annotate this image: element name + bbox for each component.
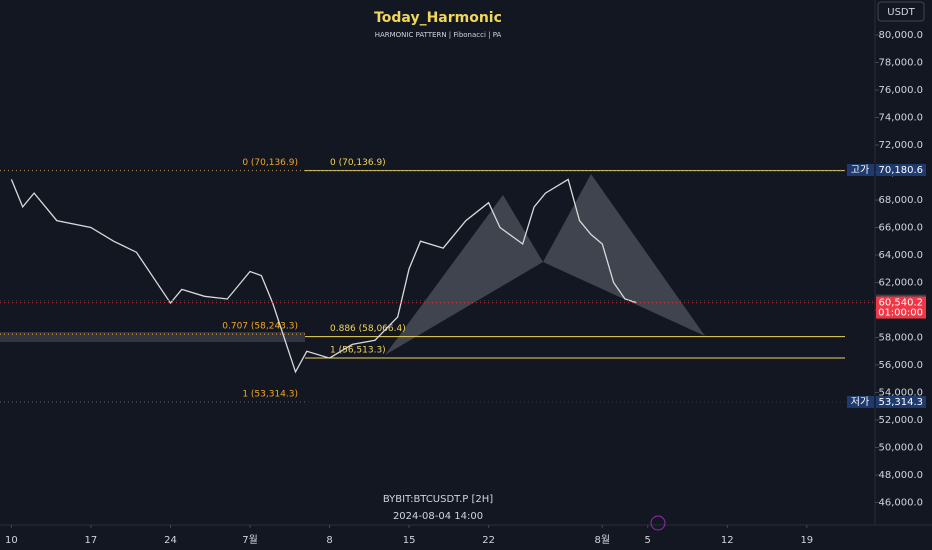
timestamp: 2024-08-04 14:00 [393,511,483,522]
pattern-bcd [543,174,705,336]
x-tick-label: 10 [5,535,18,546]
alert-icon[interactable] [650,515,666,531]
x-tick-label: 15 [403,535,416,546]
chart-subtitle: HARMONIC PATTERN | Fibonacci | PA [375,31,502,39]
y-tick-label: 64,000.0 [878,250,923,261]
x-tick-label: 19 [800,535,813,546]
price-tag: 저가 [851,396,869,408]
x-tick-label: 17 [85,535,98,546]
y-tick-label: 74,000.0 [878,112,923,123]
level-label: 0.707 (58,243.3) [222,322,298,332]
price-label: 53,314.3 [878,397,923,408]
x-tick-label: 12 [721,535,734,546]
y-tick-label: 50,000.0 [878,443,923,454]
level-label: 0.886 (58,066.4) [330,324,406,334]
price-label: 60,540.2 [878,298,923,309]
y-tick-label: 76,000.0 [878,85,923,96]
price-tag-box [847,395,874,408]
x-tick-label: 22 [482,535,495,546]
y-tick-label: 66,000.0 [878,222,923,233]
y-tick-label: 62,000.0 [878,277,923,288]
level-label: 1 (56,513.3) [330,345,386,355]
price-label-box [876,296,926,319]
currency[interactable]: USDT [887,7,915,18]
pattern-xab [385,195,543,355]
zone [0,332,305,342]
currency-button[interactable] [877,1,925,22]
y-tick-label: 68,000.0 [878,195,923,206]
price-label-box [876,395,926,408]
y-tick-label: 48,000.0 [878,470,923,481]
y-tick-label: 80,000.0 [878,30,923,41]
price-label: 70,180.6 [878,165,923,176]
y-tick-label: 52,000.0 [878,415,923,426]
symbol: BYBIT:BTCUSDT.P [2H] [383,494,493,505]
y-tick-label: 56,000.0 [878,360,923,371]
y-tick-label: 78,000.0 [878,57,923,68]
x-tick-label: 8월 [594,534,610,546]
x-tick-label: 24 [164,535,177,546]
y-tick-label: 58,000.0 [878,333,923,344]
price-label-box [876,164,926,177]
x-tick-label: 7월 [242,534,258,546]
level-label: 1 (53,314.3) [242,389,298,399]
countdown: 01:00:00 [878,308,923,319]
level-label: 0 (70,136.9) [242,158,298,168]
level-label: 0 (70,136.9) [330,158,386,168]
price-line [10,178,637,374]
chart-title: Today_Harmonic [374,10,502,26]
price-tag-box [847,164,874,177]
price-tag: 고가 [851,164,869,176]
y-tick-label: 54,000.0 [878,388,923,399]
x-tick-label: 5 [645,535,651,546]
y-tick-label: 46,000.0 [878,498,923,509]
x-tick-label: 8 [326,535,332,546]
y-tick-label: 72,000.0 [878,140,923,151]
